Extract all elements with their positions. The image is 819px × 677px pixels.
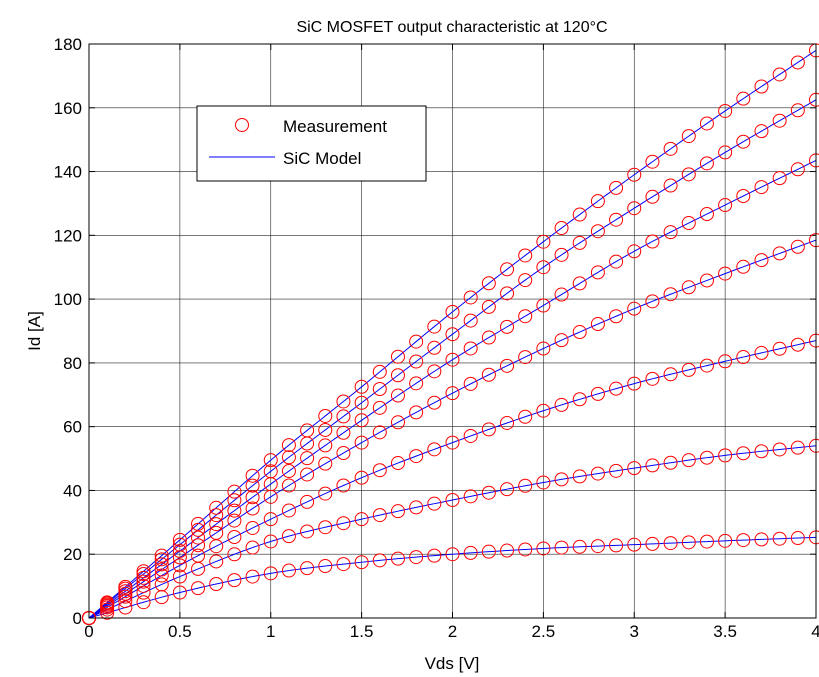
chart-title: SiC MOSFET output characteristic at 120°… [296,19,607,36]
y-tick-label: 140 [54,163,82,182]
legend: Measurement SiC Model [197,106,426,181]
y-tick-label: 20 [63,545,82,564]
y-tick-label: 120 [54,226,82,245]
legend-label-model: SiC Model [283,149,361,168]
y-tick-label: 100 [54,290,82,309]
y-axis-label: Id [A] [25,311,44,351]
x-tick-label: 0.5 [168,622,192,641]
x-axis-label: Vds [V] [425,654,480,673]
y-tick-label: 160 [54,99,82,118]
x-tick-label: 2.5 [532,622,556,641]
legend-label-measurement: Measurement [283,117,387,136]
x-tick-label: 2 [448,622,457,641]
x-tick-label: 3 [630,622,639,641]
x-tick-label: 4 [811,622,819,641]
x-tick-label: 1.5 [350,622,374,641]
x-tick-label: 1 [266,622,275,641]
y-tick-label: 60 [63,418,82,437]
y-tick-label: 0 [73,609,82,628]
y-tick-label: 80 [63,354,82,373]
y-tick-label: 40 [63,481,82,500]
y-tick-label: 180 [54,35,82,54]
x-tick-label: 0 [84,622,93,641]
x-tick-label: 3.5 [713,622,737,641]
